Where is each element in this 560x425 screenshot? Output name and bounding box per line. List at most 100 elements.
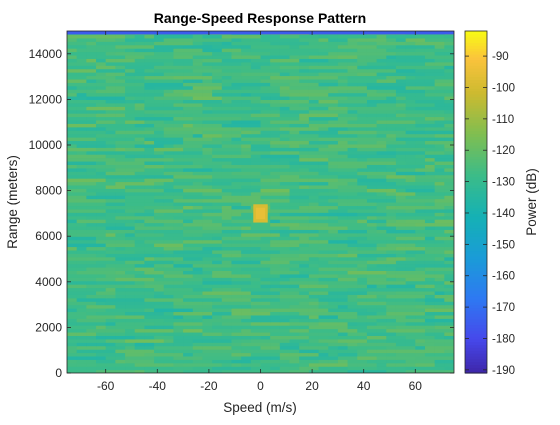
heatmap-cell [308,243,320,248]
heatmap-cell [434,130,445,135]
colorbar-segment [465,125,487,129]
heatmap-cell [241,222,252,227]
heatmap-cell [405,225,416,230]
heatmap-cell [144,335,155,340]
heatmap-cell [202,277,213,282]
heatmap-cell [289,219,300,224]
heatmap-cell [250,321,262,326]
heatmap-cell [444,225,454,230]
heatmap-cell [183,301,194,306]
heatmap-cell [308,106,320,111]
heatmap-cell [134,102,145,107]
heatmap-cell [444,78,454,83]
heatmap-cell [444,181,454,186]
heatmap-cell [192,140,204,145]
heatmap-cell [289,195,300,200]
colorbar-segment [465,79,487,83]
heatmap-cell [96,297,107,302]
heatmap-cell [395,273,407,278]
heatmap-cell [289,198,300,203]
heatmap-cell [250,85,262,90]
heatmap-cell [76,246,87,251]
heatmap-cell [163,164,175,169]
heatmap-cell [308,109,320,114]
heatmap-cell [212,205,223,210]
heatmap-cell [260,236,271,241]
heatmap-cell [289,311,300,316]
heatmap-cell [183,126,194,131]
heatmap-cell [105,109,116,114]
heatmap-cell [318,208,329,213]
heatmap-cell [154,150,165,155]
heatmap-cell [337,301,349,306]
heatmap-cell [86,202,97,207]
heatmap-cell [386,249,397,254]
heatmap-cell [434,270,445,275]
heatmap-cell [289,102,300,107]
heatmap-cell [134,178,145,183]
heatmap-cell [444,366,454,371]
heatmap-cell [202,140,213,145]
heatmap-cell [212,54,223,59]
heatmap-cell [183,366,194,371]
heatmap-cell [444,280,454,285]
heatmap-cell [105,280,116,285]
heatmap-cell [76,277,87,282]
heatmap-cell [279,188,291,193]
heatmap-cell [144,37,155,42]
heatmap-cell [260,171,271,176]
heatmap-cell [125,89,136,94]
heatmap-cell [395,284,407,289]
heatmap-cell [347,263,358,268]
heatmap-cell [125,171,136,176]
heatmap-cell [376,349,387,354]
heatmap-cell [318,314,329,319]
heatmap-cell [337,342,349,347]
heatmap-cell [376,178,387,183]
heatmap-cell [67,342,78,347]
heatmap-cell [279,277,291,282]
heatmap-cell [202,34,213,39]
heatmap-cell [415,232,426,237]
heatmap-cell [308,102,320,107]
heatmap-cell [67,116,78,121]
heatmap-cell [424,297,436,302]
heatmap-cell [105,345,116,350]
heatmap-cell [347,273,358,278]
heatmap-cell [241,311,252,316]
heatmap-cell [318,178,329,183]
heatmap-cell [357,260,368,265]
y-tick-label: 0 [55,366,62,380]
heatmap-cell [366,366,378,371]
heatmap-cell [424,229,436,234]
heatmap-cell [328,48,339,53]
heatmap-cell [386,143,397,148]
heatmap-cell [202,137,213,142]
heatmap-cell [231,109,242,114]
heatmap-cell [347,318,358,323]
heatmap-cell [173,270,184,275]
colorbar-segment [465,122,487,126]
heatmap-cell [260,294,271,299]
heatmap-cell [212,123,223,128]
heatmap-cell [366,157,378,162]
heatmap-cell [125,219,136,224]
heatmap-cell [270,119,281,124]
heatmap-cell [424,95,436,100]
heatmap-cell [347,167,358,172]
heatmap-cell [163,34,175,39]
heatmap-cell [221,266,233,271]
heatmap-cell [376,51,387,56]
heatmap-cell [212,147,223,152]
heatmap-cell [434,314,445,319]
heatmap-cell [86,366,97,371]
heatmap-cell [86,287,97,292]
heatmap-cell [366,191,378,196]
heatmap-cell [299,349,310,354]
heatmap-cell [86,229,97,234]
heatmap-cell [318,95,329,100]
heatmap-cell [231,75,242,80]
heatmap-cell [434,335,445,340]
heatmap-cell [434,109,445,114]
heatmap-cell [173,41,184,46]
